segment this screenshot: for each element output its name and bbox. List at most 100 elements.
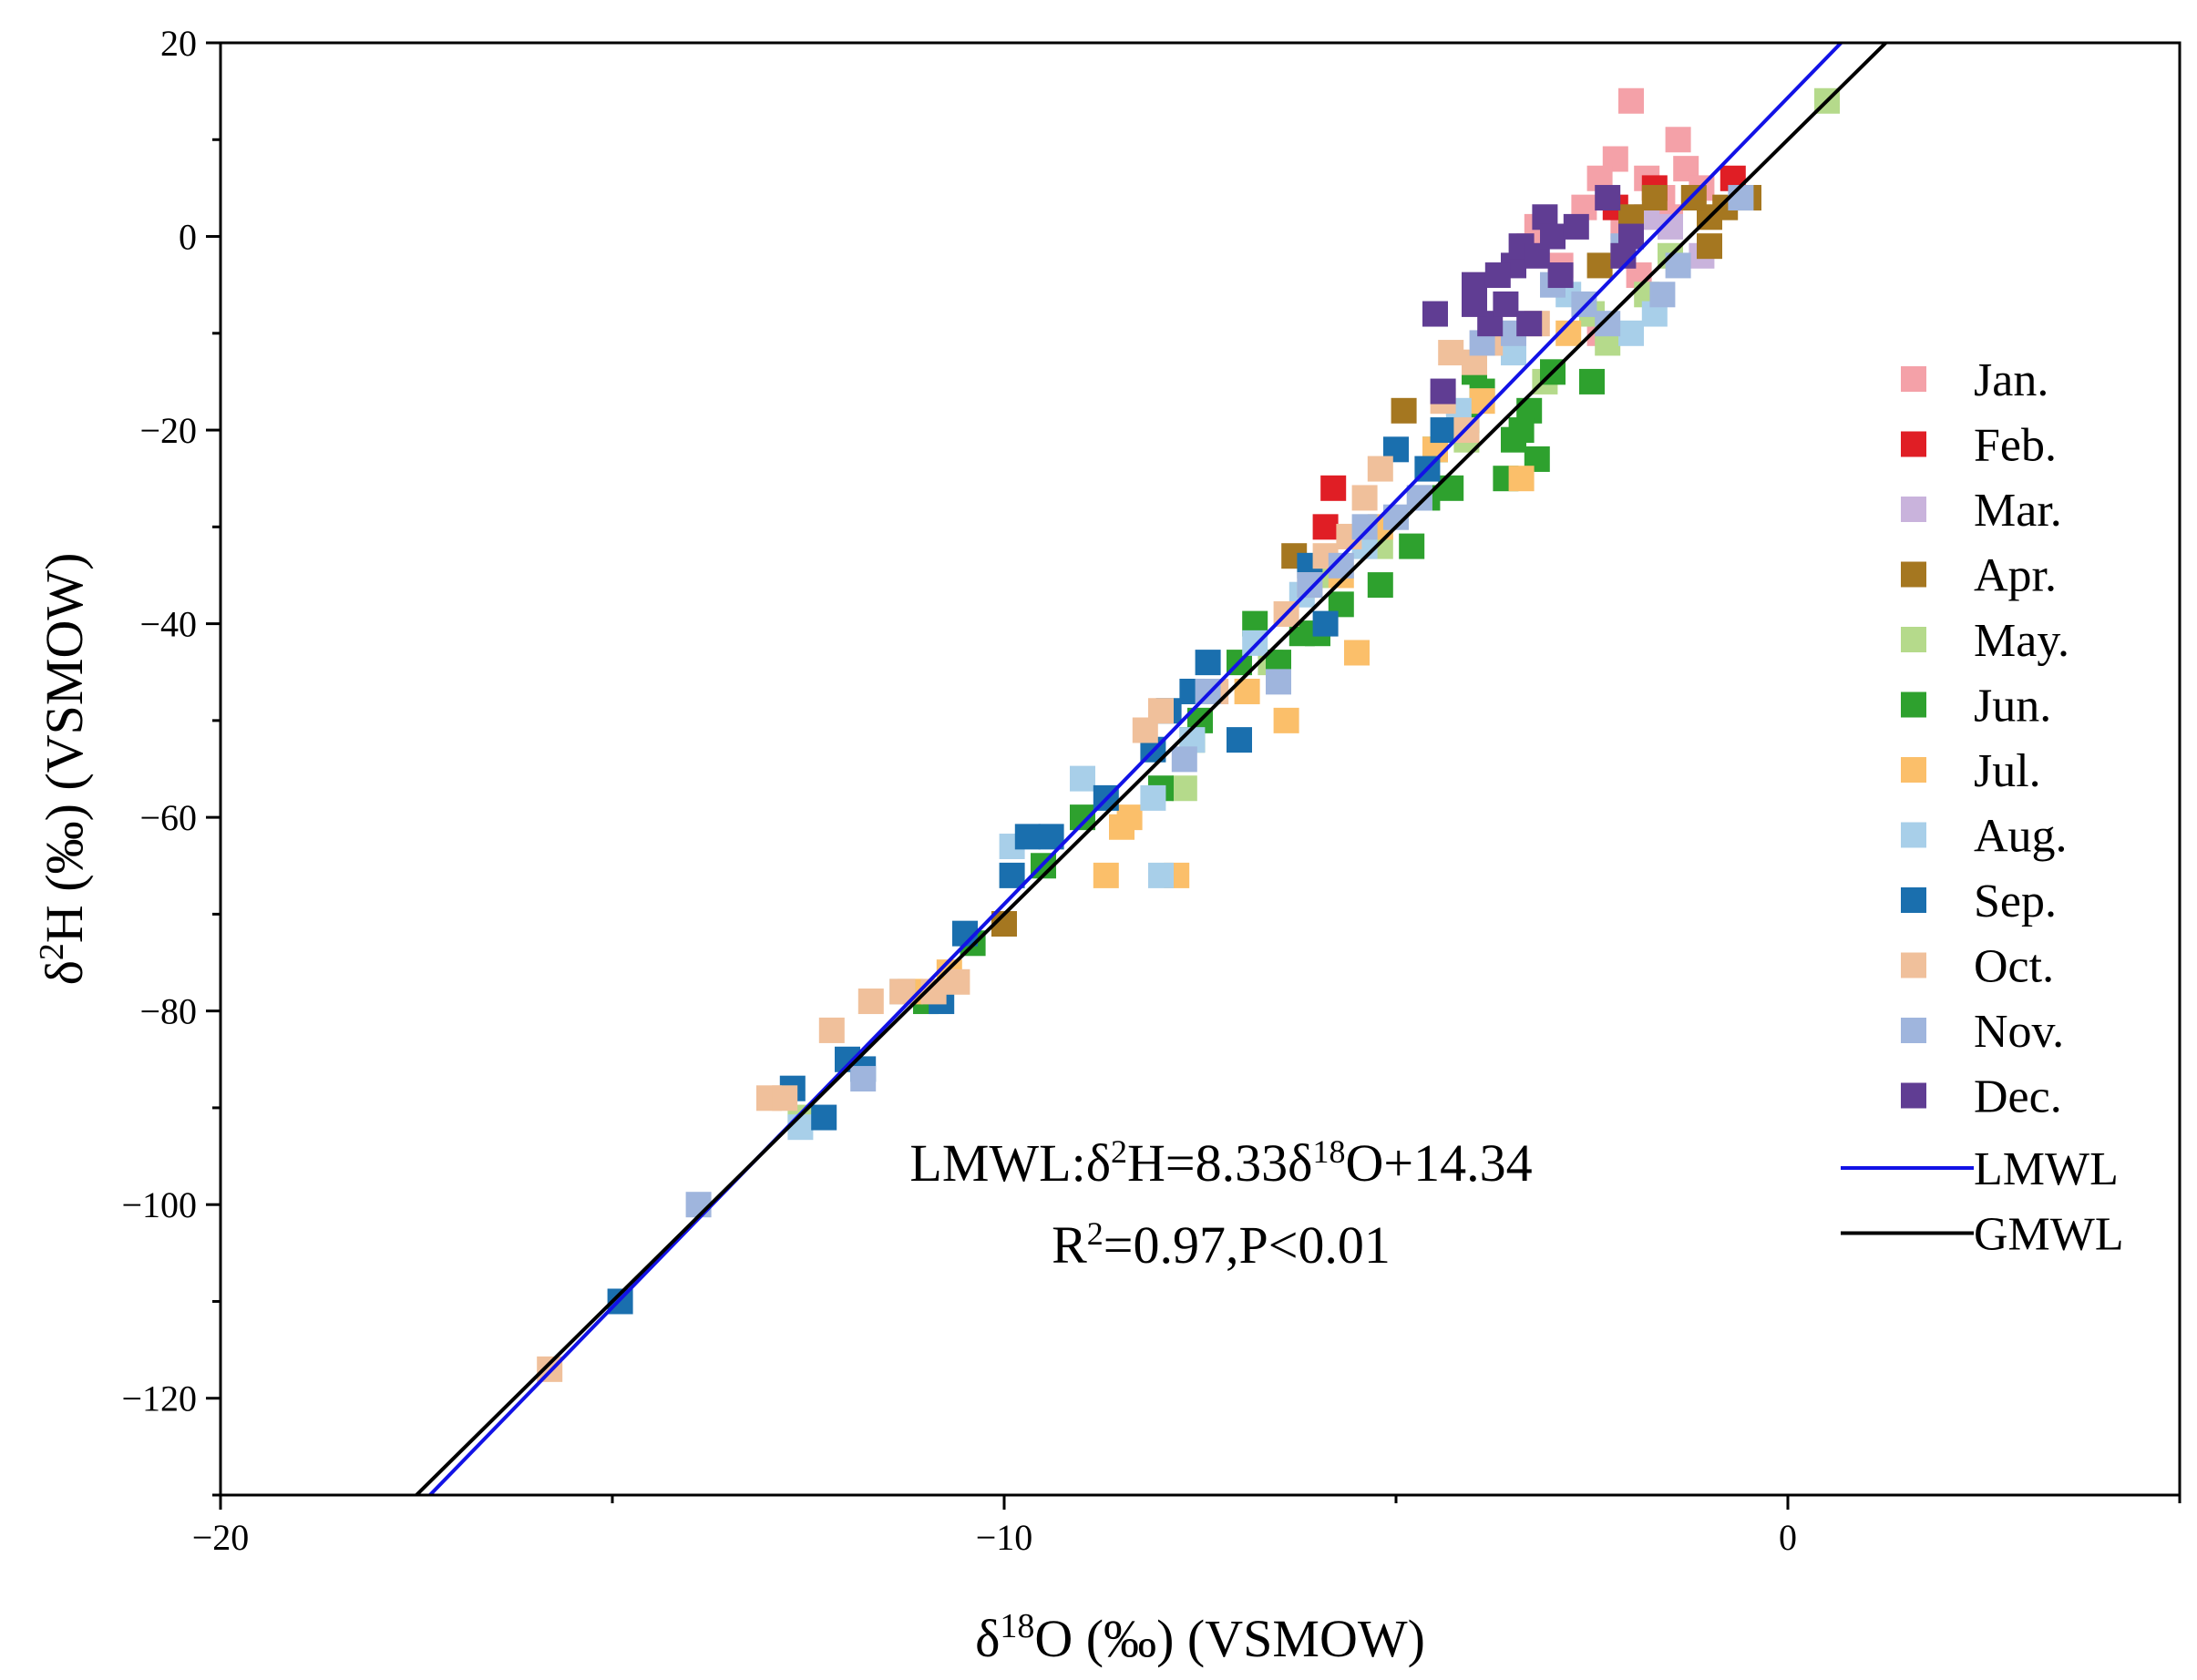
legend-marker xyxy=(1901,887,1926,913)
data-point xyxy=(1148,862,1174,888)
legend-marker xyxy=(1901,561,1926,588)
data-point xyxy=(772,1085,798,1111)
data-point xyxy=(1595,185,1621,211)
data-point xyxy=(1093,862,1119,888)
data-point xyxy=(1540,223,1566,250)
data-point xyxy=(850,1066,877,1092)
annotation-stats-sup: 2 xyxy=(1087,1215,1104,1252)
plot-frame xyxy=(219,41,2182,1497)
data-point xyxy=(1563,213,1589,240)
data-point xyxy=(1641,185,1668,211)
legend-marker xyxy=(1901,822,1926,848)
data-point xyxy=(1422,301,1448,327)
data-point xyxy=(1406,485,1432,511)
data-point xyxy=(1430,378,1456,405)
legend-label: Nov. xyxy=(1974,1006,2064,1058)
data-point xyxy=(1430,417,1456,444)
data-point xyxy=(1484,262,1511,289)
data-point xyxy=(1367,456,1393,482)
data-point xyxy=(1195,678,1221,704)
y-tick-label: −20 xyxy=(139,410,197,451)
data-point xyxy=(1516,311,1543,337)
data-points xyxy=(537,87,1840,1382)
legend-label: Sep. xyxy=(1974,876,2057,927)
legend-label: Jan. xyxy=(1974,354,2048,406)
legend-label: GMWL xyxy=(1974,1209,2124,1261)
y-tick-label: −120 xyxy=(121,1378,197,1419)
y-axis-title: δ2H (‰) (VSMOW) xyxy=(33,553,94,986)
fit-line-lmwl xyxy=(427,43,1844,1495)
data-point xyxy=(1728,185,1754,211)
data-point xyxy=(1391,397,1417,424)
x-tick-label: −20 xyxy=(192,1517,250,1558)
data-point xyxy=(1649,282,1676,308)
data-point xyxy=(1462,291,1487,317)
data-point xyxy=(1618,87,1644,114)
plot-area xyxy=(414,43,1889,1495)
legend-label: LMWL xyxy=(1974,1143,2119,1195)
data-point xyxy=(1344,640,1370,666)
data-point xyxy=(1508,466,1535,492)
legend-marker xyxy=(1901,497,1926,522)
annotation-stats-part: R xyxy=(1052,1215,1087,1275)
data-point xyxy=(1242,630,1268,656)
x-tick-label: 0 xyxy=(1779,1517,1797,1558)
y-tick-label: −40 xyxy=(139,604,197,645)
data-point xyxy=(1171,775,1197,802)
data-point xyxy=(1571,291,1597,317)
data-point xyxy=(1273,707,1299,733)
legend-label: Mar. xyxy=(1974,485,2062,537)
legend-label: Feb. xyxy=(1974,420,2057,472)
data-point xyxy=(1586,252,1613,279)
data-point xyxy=(1297,572,1323,599)
data-point xyxy=(1367,572,1393,599)
y-tick-label: −80 xyxy=(139,991,197,1032)
data-point xyxy=(1438,340,1464,366)
data-point xyxy=(1399,533,1425,559)
data-point xyxy=(1148,698,1174,724)
annotation-stats-part: =0.97,P<0.01 xyxy=(1104,1215,1391,1275)
y-tick-label: 20 xyxy=(160,23,197,64)
data-point xyxy=(857,989,884,1015)
x-axis-title: δ18O (‰) (VSMOW) xyxy=(975,1607,1425,1668)
data-point xyxy=(818,1017,845,1043)
data-point xyxy=(1508,417,1535,444)
legend-label: Jun. xyxy=(1974,681,2051,732)
data-point xyxy=(1579,368,1605,394)
data-point xyxy=(1320,475,1347,501)
data-point xyxy=(1547,262,1574,289)
data-point xyxy=(1697,233,1722,260)
y-tick-label: −60 xyxy=(139,797,197,838)
data-point xyxy=(1312,514,1339,540)
legend-label: Aug. xyxy=(1974,811,2068,863)
annotation-equation-part: O+14.34 xyxy=(1345,1133,1532,1193)
data-point xyxy=(1070,765,1095,792)
legend-marker xyxy=(1901,627,1926,652)
data-point xyxy=(1116,804,1143,831)
y-tick-label: 0 xyxy=(179,217,197,258)
data-point xyxy=(1195,650,1221,676)
y-axis-title-rest: H (‰) (VSMOW) xyxy=(35,553,94,944)
legend-marker xyxy=(1901,431,1926,457)
data-point xyxy=(1171,746,1197,773)
x-axis-title-prefix: δ xyxy=(975,1609,1000,1668)
fit-line-gmwl xyxy=(414,43,1889,1495)
legend-marker xyxy=(1901,366,1926,392)
legend-label: May. xyxy=(1974,615,2069,667)
data-point xyxy=(1493,291,1519,317)
y-axis-title-sup: 2 xyxy=(33,943,71,960)
data-point xyxy=(811,1104,837,1131)
data-point xyxy=(1351,485,1378,511)
y-axis-title-prefix: δ xyxy=(35,960,94,985)
fit-lines xyxy=(414,43,1889,1495)
legend: Jan. Feb. Mar. Apr. May. Jun. Jul. Aug. Sep. Oct.… xyxy=(1841,354,2124,1261)
data-point xyxy=(1595,311,1621,337)
data-point xyxy=(1266,669,1291,695)
data-point xyxy=(944,968,970,995)
legend-marker xyxy=(1901,952,1926,978)
annotation-equation-part: LMWL:δ xyxy=(909,1133,1111,1193)
data-point xyxy=(1680,185,1707,211)
data-point xyxy=(1618,320,1644,346)
